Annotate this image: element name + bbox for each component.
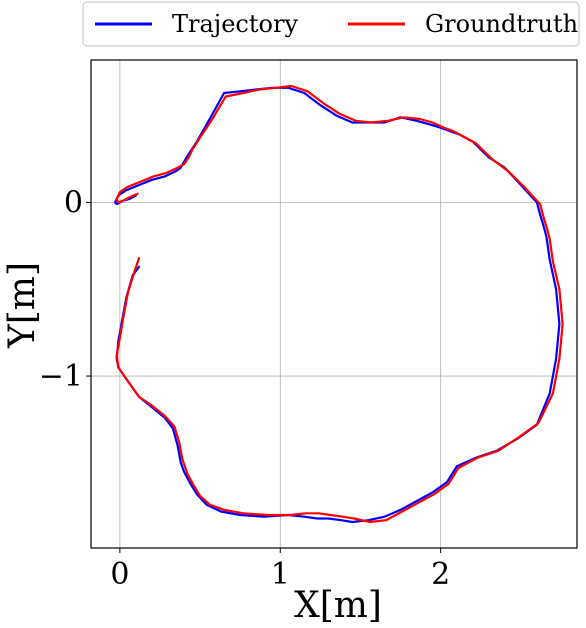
series-line-groundtruth [115, 84, 564, 524]
y-axis-label: Y[m] [2, 262, 43, 349]
x-axis-label: X[m] [294, 585, 382, 626]
legend: Trajectory Groundtruth [82, 1, 580, 47]
x-tick-label: 0 [110, 557, 129, 592]
plot-area: 0 1 2 0 −1 [39, 59, 578, 592]
legend-label-groundtruth: Groundtruth [425, 10, 578, 38]
plot-frame [90, 59, 578, 549]
y-tick-label: 0 [64, 185, 83, 220]
x-tick-label: 1 [271, 557, 290, 592]
legend-frame [82, 1, 580, 47]
x-tick-label: 2 [431, 557, 450, 592]
y-tick-label: −1 [39, 359, 83, 394]
grid-lines [91, 60, 577, 548]
legend-label-trajectory: Trajectory [172, 10, 298, 38]
series-layer [113, 84, 564, 524]
tick-labels: 0 1 2 0 −1 [39, 185, 450, 592]
